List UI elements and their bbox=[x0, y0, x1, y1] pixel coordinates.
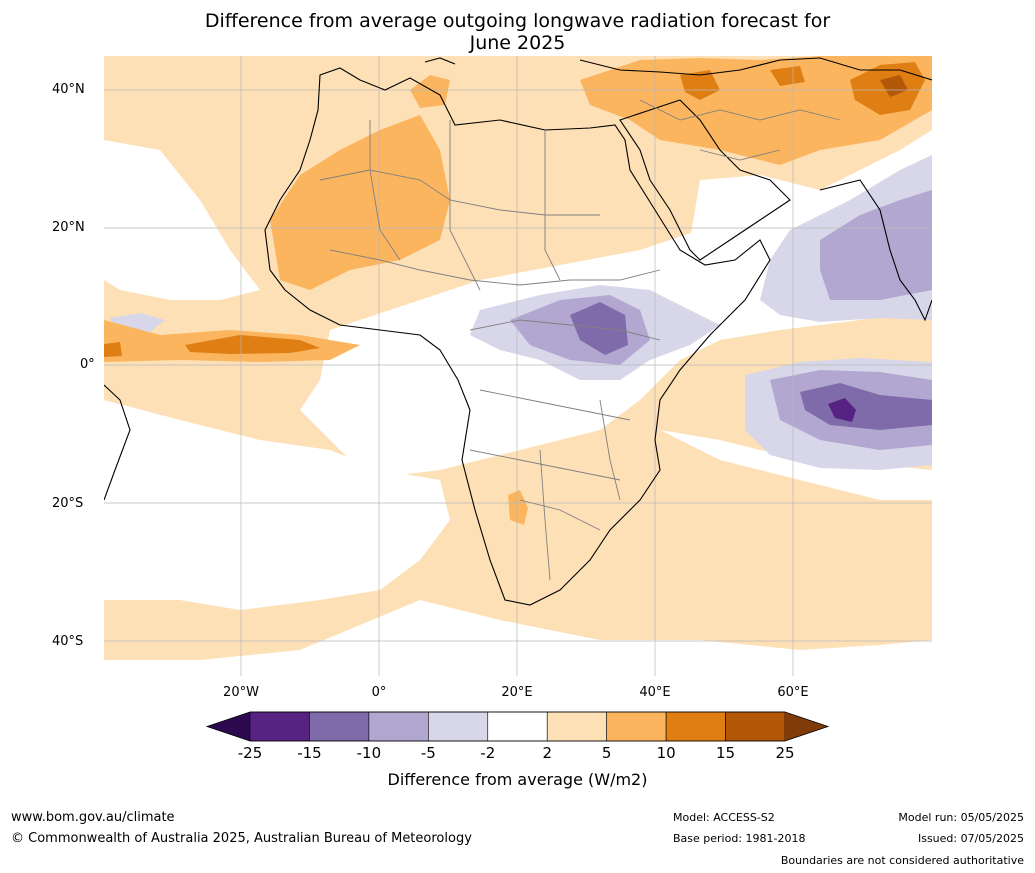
suppressed-region-light-1 bbox=[820, 190, 932, 300]
title-line-1: Difference from average outgoing longwav… bbox=[204, 10, 831, 32]
colorbar-arrow-high bbox=[785, 712, 828, 741]
enhanced-region-strongest bbox=[880, 75, 908, 97]
footer-disclaimer: Boundaries are not considered authoritat… bbox=[780, 854, 1024, 867]
lon-label-0: 0° bbox=[371, 685, 387, 700]
colorbar-segment bbox=[249, 711, 310, 742]
lon-label-20e: 20°E bbox=[501, 685, 533, 700]
enhanced-region-southern-africa bbox=[508, 490, 528, 525]
neutral-region-atlantic bbox=[104, 140, 260, 300]
colorbar-tick-label: 5 bbox=[601, 744, 612, 762]
colorbar-segment bbox=[309, 711, 370, 742]
enhanced-region-strong-middle-east bbox=[680, 70, 720, 100]
colorbar-tick-label: -25 bbox=[237, 744, 263, 762]
country-borders bbox=[319, 99, 841, 581]
enhanced-region-strong-1 bbox=[104, 342, 122, 357]
colorbar-tick-label: -2 bbox=[480, 744, 496, 762]
footer-model-run: Model run: 05/05/2025 bbox=[898, 811, 1024, 824]
enhanced-region-strong-2 bbox=[770, 66, 805, 86]
enhanced-region-sahara bbox=[270, 115, 450, 290]
colorbar-tick-label: -15 bbox=[297, 744, 322, 762]
enhanced-region-strong-atlantic bbox=[185, 335, 320, 354]
gridlines bbox=[104, 56, 932, 676]
footer-issued: Issued: 07/05/2025 bbox=[917, 832, 1024, 845]
colorbar-segment bbox=[606, 711, 667, 742]
colorbar-tick-label: -10 bbox=[356, 744, 382, 762]
enhanced-region-middle-east bbox=[580, 56, 932, 165]
neutral-region-indian-ocean bbox=[660, 430, 932, 500]
lat-label-20s: 20°S bbox=[52, 496, 84, 511]
colorbar-label: Difference from average (W/m2) bbox=[387, 770, 648, 789]
colorbar-tick-label: 15 bbox=[716, 744, 736, 762]
neutral-region-south-atlantic bbox=[104, 600, 932, 676]
lon-label-40e: 40°E bbox=[639, 685, 671, 700]
footer-base-period: Base period: 1981-2018 bbox=[673, 832, 806, 845]
anomaly-field bbox=[104, 56, 932, 676]
colorbar-tick-label: -5 bbox=[420, 744, 436, 762]
map-title: Difference from average outgoing longwav… bbox=[0, 10, 1035, 54]
suppressed-region-medium-2 bbox=[800, 383, 932, 430]
lat-label-0: 0° bbox=[80, 357, 95, 372]
colorbar-segment bbox=[546, 711, 607, 742]
colorbar-arrow-low bbox=[207, 712, 250, 741]
colorbar-segment bbox=[487, 711, 548, 742]
colorbar-segment bbox=[428, 711, 489, 742]
lat-label-40s: 40°S bbox=[52, 634, 84, 649]
colorbar-segment bbox=[665, 711, 726, 742]
coastlines bbox=[104, 57, 932, 606]
colorbar-outline bbox=[205, 711, 830, 742]
suppressed-region-medium-1 bbox=[570, 302, 628, 355]
footer-model: Model: ACCESS-S2 bbox=[673, 811, 775, 824]
neutral-region-arabia bbox=[690, 130, 932, 260]
neutral-region-southern-ocean bbox=[104, 400, 450, 610]
colorbar-tick-label: 25 bbox=[775, 744, 795, 762]
colorbar-tick-label: 2 bbox=[542, 744, 552, 762]
lat-label-40n: 40°N bbox=[52, 82, 85, 97]
suppressed-region-strong bbox=[828, 398, 856, 422]
lat-label-20n: 20°N bbox=[52, 220, 85, 235]
colorbar-segment bbox=[725, 711, 786, 742]
lon-label-20w: 20°W bbox=[223, 685, 259, 700]
colorbar-segment bbox=[368, 711, 429, 742]
footer-copyright: © Commonwealth of Australia 2025, Austra… bbox=[11, 831, 472, 846]
title-line-2: June 2025 bbox=[469, 32, 566, 54]
lon-label-60e: 60°E bbox=[777, 685, 809, 700]
footer-url: www.bom.gov.au/climate bbox=[11, 810, 175, 825]
colorbar-tick-label: 10 bbox=[656, 744, 676, 762]
